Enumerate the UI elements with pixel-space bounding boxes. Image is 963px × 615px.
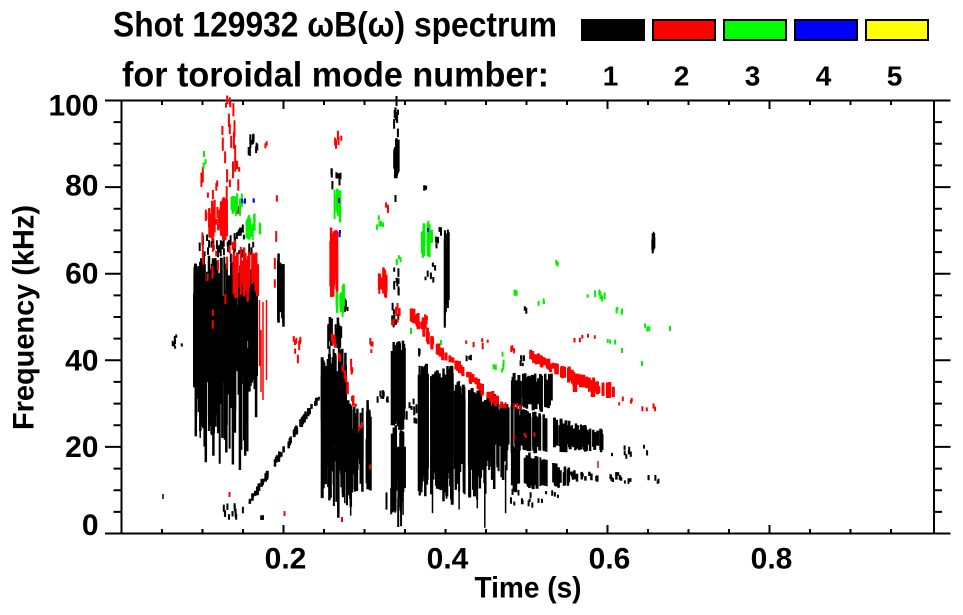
svg-text:3: 3	[745, 61, 761, 92]
svg-text:60: 60	[65, 258, 98, 291]
svg-text:Time (s): Time (s)	[475, 572, 582, 605]
svg-text:80: 80	[65, 170, 98, 203]
svg-text:5: 5	[887, 61, 903, 92]
svg-text:0.2: 0.2	[265, 543, 307, 576]
svg-text:40: 40	[65, 344, 98, 377]
svg-text:4: 4	[816, 61, 832, 92]
svg-text:Frequency (kHz): Frequency (kHz)	[8, 205, 41, 430]
svg-text:20: 20	[65, 431, 98, 464]
svg-text:Shot 129932 ωB(ω) spectrum: Shot 129932 ωB(ω) spectrum	[113, 6, 557, 45]
svg-text:for toroidal mode number:: for toroidal mode number:	[122, 56, 549, 95]
svg-text:1: 1	[603, 61, 619, 92]
svg-text:0.8: 0.8	[751, 543, 793, 576]
svg-text:0: 0	[82, 509, 99, 542]
svg-text:0.4: 0.4	[427, 543, 469, 576]
svg-text:0.6: 0.6	[589, 543, 631, 576]
svg-text:2: 2	[674, 61, 690, 92]
svg-text:100: 100	[48, 90, 98, 123]
